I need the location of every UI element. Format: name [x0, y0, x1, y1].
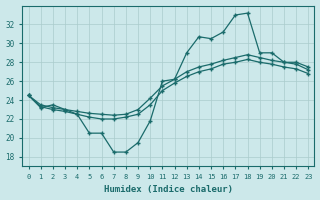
X-axis label: Humidex (Indice chaleur): Humidex (Indice chaleur) — [104, 185, 233, 194]
